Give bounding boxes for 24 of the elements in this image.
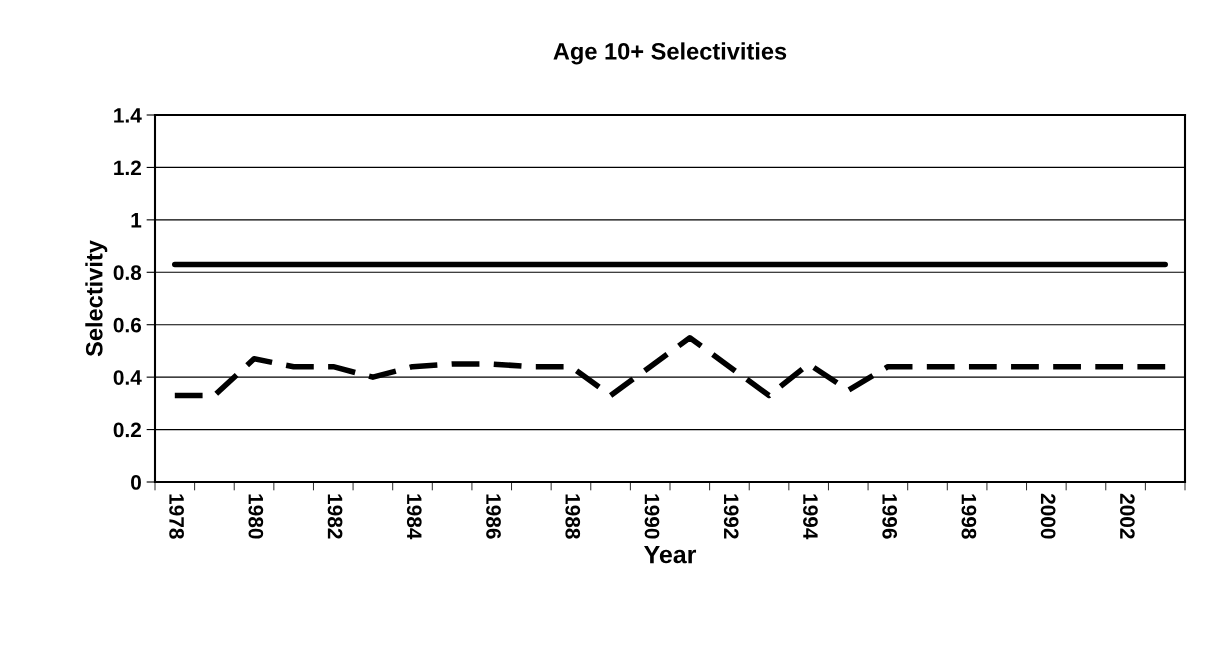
x-tick-label: 1988 [565,494,581,539]
y-tick-label: 1 [131,213,142,228]
chart-title: Age 10+ Selectivities [553,42,787,65]
y-tick-label: 0 [131,475,141,490]
x-tick-label: 1986 [486,494,501,539]
x-axis-title: Year [644,545,697,564]
x-tick-label: 1992 [723,494,739,539]
x-tick-label: 1982 [327,494,343,539]
y-tick-label: 0.4 [113,370,142,385]
x-tick-label: 1980 [248,494,264,539]
x-tick-label: 1994 [803,494,818,540]
x-tick-label: 1984 [406,494,422,540]
y-axis-title: Selectivity [85,240,108,357]
y-tick-label: 1.4 [114,108,142,123]
x-tick-label: 1978 [169,494,184,539]
y-tick-label: 0.6 [113,317,142,333]
x-tick-label: 1990 [644,494,660,539]
y-tick-label: 0.2 [113,422,141,438]
y-tick-label: 0.8 [113,265,142,281]
x-tick-label: 1996 [882,494,898,539]
y-tick-label: 1.2 [114,160,141,175]
x-tick-label: 1998 [961,494,977,539]
x-tick-label: 2000 [1040,493,1056,539]
x-tick-label: 2002 [1119,493,1135,539]
